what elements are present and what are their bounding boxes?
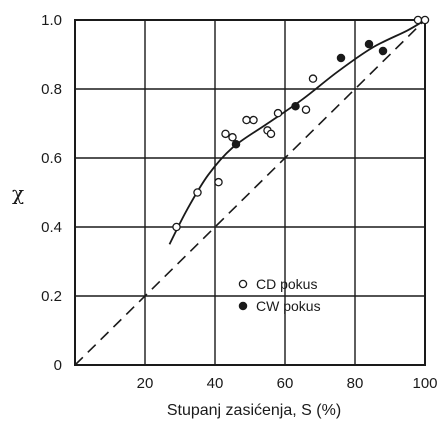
- legend: CD pokus CW pokus: [238, 276, 321, 314]
- cd-point: [273, 108, 283, 118]
- plot-frame: [74, 19, 426, 366]
- cd-point: [214, 177, 223, 187]
- cw-point: [378, 46, 388, 56]
- cw-point: [231, 139, 241, 149]
- cd-point: [301, 105, 311, 114]
- y-tick-label: 0.2: [41, 288, 62, 305]
- x-tick-label: 60: [277, 375, 294, 392]
- cd-point: [308, 74, 318, 83]
- cd-point: [228, 133, 237, 142]
- cd-point: [221, 129, 230, 139]
- x-tick-label: 20: [137, 375, 154, 392]
- grid: [75, 20, 425, 365]
- cd-point: [249, 115, 258, 125]
- cw-point: [336, 53, 346, 63]
- x-axis-label: Stupanj zasićenja, S (%): [167, 402, 341, 419]
- y-tick-label: 0.6: [41, 150, 62, 167]
- reference-line: [74, 19, 426, 366]
- y-tick-label: 1.0: [41, 12, 62, 29]
- cw-point: [364, 39, 374, 49]
- cd-point: [172, 222, 181, 232]
- legend-cw-label: CW pokus: [256, 298, 321, 314]
- y-tick-label: 0.4: [41, 219, 62, 236]
- cd-point: [420, 15, 430, 25]
- cd-point: [413, 15, 423, 25]
- tick-labels: 0 0.2 0.4 0.6 0.8 1.0 20 40 60 80 100: [41, 12, 437, 392]
- y-tick-label: 0: [54, 357, 62, 374]
- legend-cw-marker: [238, 301, 248, 311]
- chart-points: [172, 15, 430, 232]
- cw-point: [291, 102, 300, 111]
- y-tick-label: 0.8: [41, 81, 62, 98]
- cd-point: [242, 115, 251, 125]
- chart-lines: [74, 19, 426, 366]
- fitted-curve: [168, 19, 426, 245]
- cd-point: [266, 129, 276, 139]
- x-tick-label: 40: [207, 375, 224, 392]
- cd-point: [193, 188, 202, 197]
- x-tick-label: 80: [347, 375, 364, 392]
- x-tick-label: 100: [412, 375, 437, 392]
- legend-cd-marker: [238, 279, 248, 289]
- y-axis-label: χ: [12, 181, 24, 205]
- legend-cd-label: CD pokus: [256, 276, 317, 292]
